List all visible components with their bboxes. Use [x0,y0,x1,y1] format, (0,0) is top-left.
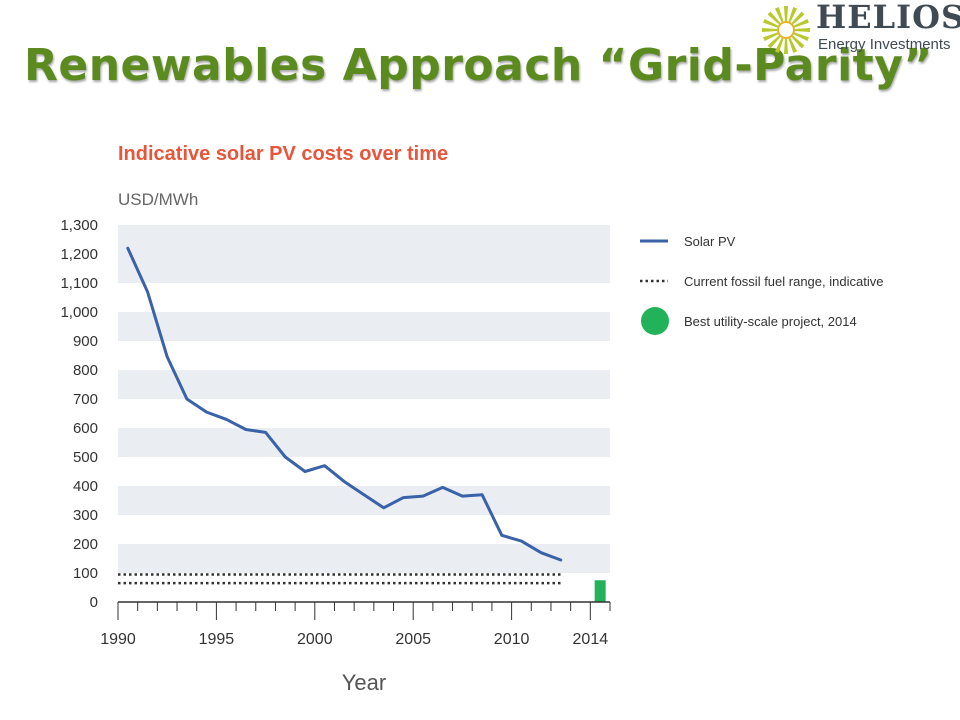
x-axis [117,601,611,620]
best-utility-project-bar [594,580,606,602]
logo-subtitle: Energy Investments [818,36,951,53]
y-tick-label: 800 [73,362,98,379]
legend-solar-label: Solar PV [684,234,736,249]
helios-logo: HELIOS Energy Investments [756,0,960,60]
chart-title: Indicative solar PV costs over time [118,143,448,165]
y-tick-label: 900 [73,333,98,350]
y-tick-label: 300 [73,507,98,524]
y-tick-label: 700 [73,391,98,408]
y-tick-label: 1,300 [60,217,98,234]
y-tick-label: 500 [73,449,98,466]
y-tick-label: 0 [90,594,98,611]
logo-name: HELIOS [816,0,960,36]
gridline-band [118,486,610,515]
gridline-bands [118,225,610,573]
x-tick-label: 2010 [494,631,530,648]
gridline-band [118,428,610,457]
y-tick-label: 1,100 [60,275,98,292]
gridline-band [118,544,610,573]
gridline-band [118,225,610,254]
y-tick-label: 200 [73,536,98,553]
y-tick-label: 400 [73,478,98,495]
x-tick-label: 1995 [199,631,235,648]
x-tick-label: 2014 [573,631,609,648]
y-tick-label: 1,200 [60,246,98,263]
legend-best-label: Best utility-scale project, 2014 [684,314,857,329]
y-tick-label: 100 [73,565,98,582]
slide-title: Renewables Approach “Grid-Parity” [24,40,933,91]
legend-best-swatch [641,307,669,335]
x-tick-label: 2005 [395,631,431,648]
sunburst-logo-icon [762,6,810,54]
gridline-band [118,254,610,283]
gridline-band [118,312,610,341]
x-tick-label: 2000 [297,631,333,648]
x-axis-ticks: 1990 1995 2000 2005 2010 2014 [100,631,608,648]
chart-legend: Solar PV Current fossil fuel range, indic… [640,234,883,335]
x-tick-label: 1990 [100,631,136,648]
y-tick-label: 1,000 [60,304,98,321]
gridline-band [118,370,610,399]
fossil-fuel-range [118,573,561,585]
y-tick-label: 600 [73,420,98,437]
y-axis-ticks: 0 100 200 300 400 500 600 700 800 900 1,000 1,100 1,… [60,217,98,611]
x-axis-label: Year [342,670,386,695]
legend-fossil-label: Current fossil fuel range, indicative [684,274,883,289]
y-axis-unit-label: USD/MWh [118,190,198,209]
solar-pv-points [127,248,561,561]
